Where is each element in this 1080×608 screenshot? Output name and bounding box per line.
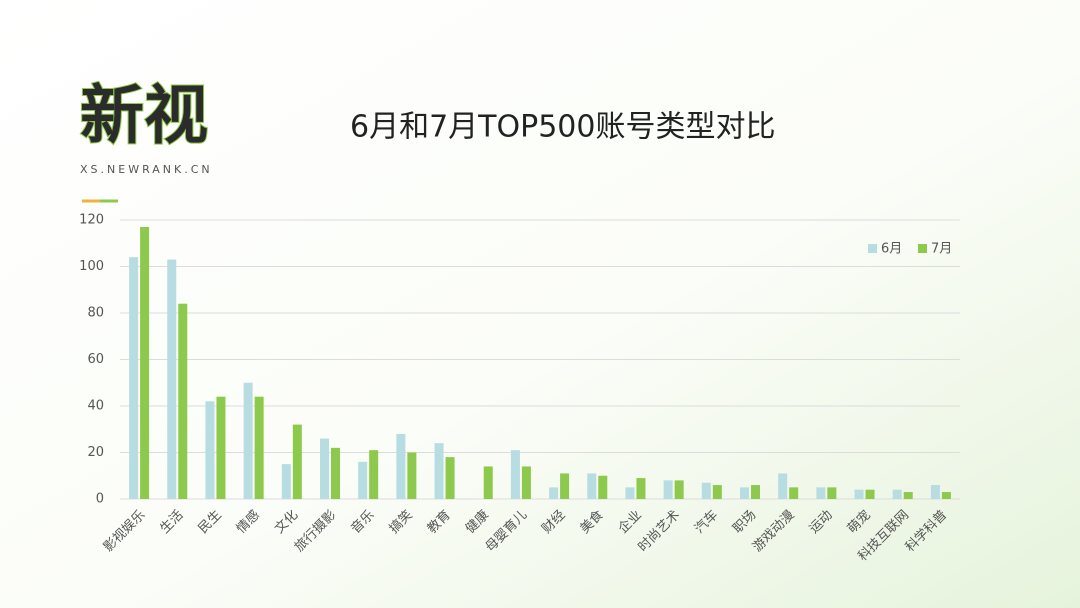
bar	[598, 475, 608, 499]
bar	[816, 487, 826, 499]
logo-subtitle: XS.NEWRANK.CN	[80, 163, 213, 176]
bar	[281, 464, 291, 499]
bar	[331, 447, 340, 499]
bar	[129, 257, 139, 499]
legend-swatch	[868, 244, 877, 253]
bar	[140, 226, 150, 499]
bar	[320, 438, 329, 499]
legend-label: 7月	[931, 242, 952, 257]
bar	[778, 473, 788, 499]
bar	[521, 466, 531, 499]
bar	[636, 478, 646, 499]
bar	[751, 485, 760, 499]
y-tick-label: 120	[79, 213, 104, 228]
legend-swatch	[918, 244, 927, 253]
chart-title: 6月和7月TOP500账号类型对比	[350, 110, 775, 145]
bar	[865, 489, 875, 499]
bar	[930, 485, 940, 499]
bar	[663, 480, 673, 499]
y-tick-label: 80	[87, 306, 104, 321]
bar	[178, 303, 188, 499]
legend-label: 6月	[881, 242, 902, 257]
bar	[292, 424, 302, 499]
bar	[396, 433, 406, 499]
bar	[205, 401, 215, 499]
bar	[712, 485, 722, 499]
bar	[587, 473, 597, 499]
bar	[167, 259, 177, 499]
bar	[483, 466, 493, 499]
bar	[369, 450, 379, 499]
bar	[625, 487, 635, 499]
bar	[892, 489, 902, 499]
bar	[740, 487, 749, 499]
logo-title: 新视	[80, 80, 208, 154]
y-tick-label: 60	[87, 352, 104, 367]
bar	[789, 487, 799, 499]
bar	[941, 492, 951, 499]
y-tick-label: 0	[96, 492, 104, 507]
bar	[510, 450, 520, 499]
bar	[243, 382, 253, 499]
bar	[560, 473, 570, 499]
bar	[701, 482, 711, 499]
bar	[407, 452, 417, 499]
y-tick-label: 40	[87, 399, 104, 414]
y-tick-label: 100	[79, 259, 104, 274]
bar	[903, 492, 913, 499]
bar	[674, 480, 684, 499]
bar	[549, 487, 559, 499]
bar	[216, 396, 226, 499]
bar	[445, 457, 455, 499]
y-tick-label: 20	[87, 445, 104, 460]
bar	[358, 461, 368, 499]
bar	[254, 396, 264, 499]
bar	[827, 487, 837, 499]
bar	[434, 443, 444, 499]
bar	[854, 489, 864, 499]
